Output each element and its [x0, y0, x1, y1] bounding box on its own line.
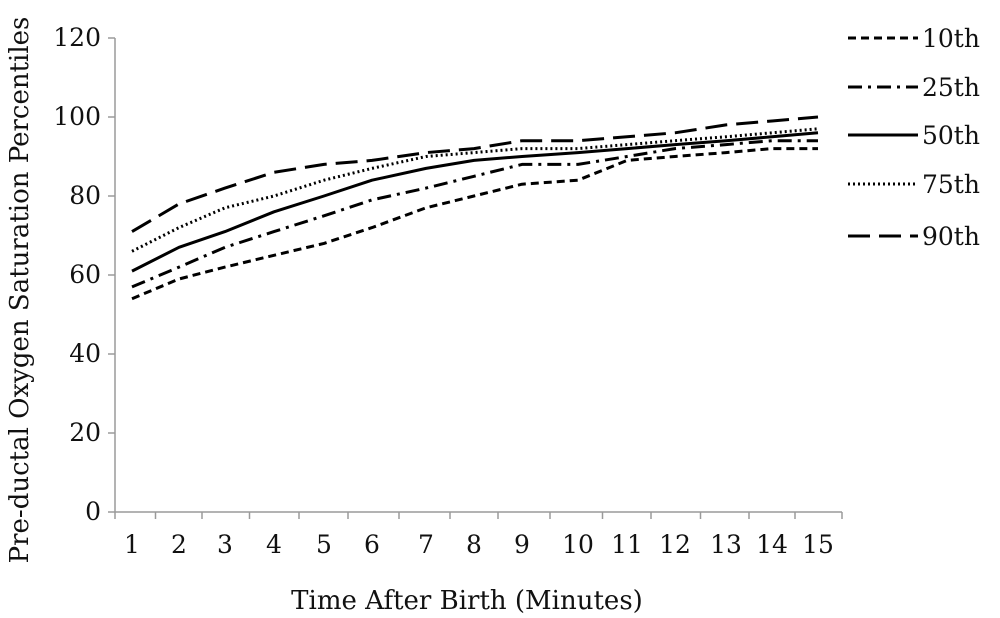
x-tick-label: 13	[710, 530, 742, 559]
x-tick-label: 3	[217, 530, 233, 559]
x-tick-label: 10	[562, 530, 594, 559]
series-line-90th	[131, 115, 819, 233]
y-tick-label: 120	[53, 23, 101, 52]
legend: 10th 25th 50th 75th 90th	[848, 24, 980, 251]
legend-label-25th: 25th	[922, 73, 980, 102]
series-line-25th	[131, 139, 818, 289]
x-axis-title: Time After Birth (Minutes)	[291, 586, 643, 616]
x-tick-label: 7	[418, 530, 434, 559]
x-tick-label: 12	[659, 530, 691, 559]
y-tick-label: 100	[53, 102, 101, 131]
y-tick-label: 40	[69, 339, 101, 368]
y-axis-title: Pre-ductal Oxygen Saturation Percentiles	[5, 17, 35, 564]
x-tick-label: 5	[316, 530, 332, 559]
y-tick-label: 60	[69, 260, 101, 289]
series-layer	[131, 115, 819, 301]
x-tick-label: 14	[756, 530, 788, 559]
x-tick-label: 15	[802, 530, 834, 559]
y-tick-label: 80	[69, 181, 101, 210]
x-axis: 1 2 3 4 5 6 7 8 9 10 11 12 13 14 15	[114, 511, 843, 559]
legend-label-75th: 75th	[922, 170, 980, 199]
y-tick-label: 0	[85, 497, 101, 526]
series-line-10th	[131, 147, 818, 301]
legend-label-50th: 50th	[922, 121, 980, 150]
x-tick-label: 8	[466, 530, 482, 559]
legend-label-90th: 90th	[922, 222, 980, 251]
x-tick-label: 4	[266, 530, 282, 559]
y-tick-label: 20	[69, 418, 101, 447]
y-axis: 0 20 40 60 80 100 120	[53, 23, 116, 526]
legend-label-10th: 10th	[922, 24, 980, 53]
x-tick-label: 11	[611, 530, 643, 559]
series-line-50th	[131, 131, 819, 273]
x-tick-label: 2	[171, 530, 187, 559]
x-tick-label: 9	[514, 530, 530, 559]
x-tick-label: 1	[124, 530, 140, 559]
x-tick-label: 6	[364, 530, 380, 559]
